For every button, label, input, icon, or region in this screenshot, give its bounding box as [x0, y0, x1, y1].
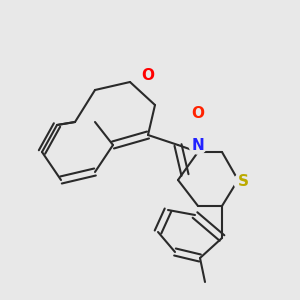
Text: O: O [142, 68, 154, 83]
Circle shape [189, 136, 207, 154]
Circle shape [139, 67, 157, 85]
Text: N: N [192, 137, 204, 152]
Circle shape [189, 105, 207, 123]
Circle shape [234, 173, 252, 191]
Text: O: O [191, 106, 205, 122]
Text: S: S [238, 175, 248, 190]
